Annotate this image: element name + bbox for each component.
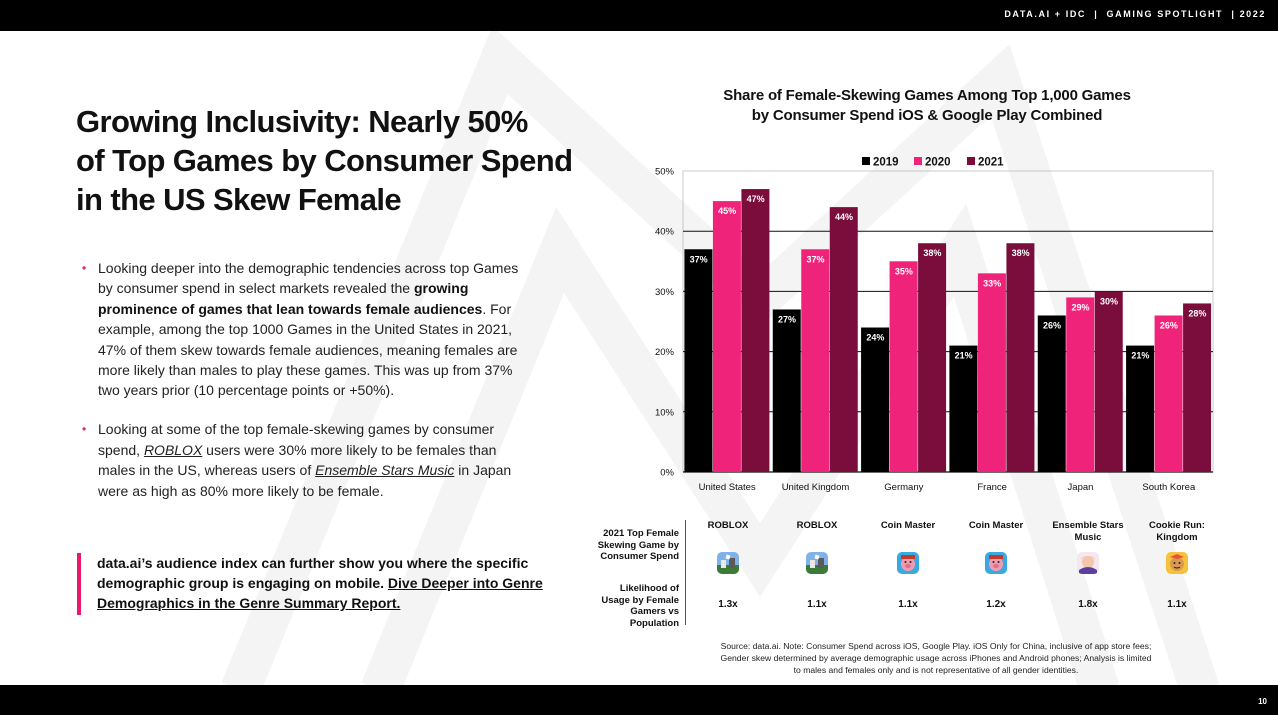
- data-label: 26%: [1160, 320, 1178, 330]
- game-name: ROBLOX: [796, 520, 838, 531]
- chart-title: Share of Female-Skewing Games Among Top …: [723, 87, 1131, 124]
- report-header: DATA.AI + IDC | GAMING SPOTLIGHT | 2022: [1004, 9, 1266, 19]
- bar-2019-france: [949, 345, 978, 472]
- data-label: 38%: [923, 248, 941, 258]
- x-tick-label: United Kingdom: [782, 482, 850, 493]
- bar-2019-united-kingdom: [772, 309, 801, 472]
- data-label: 29%: [1071, 302, 1089, 312]
- y-tick-label: 20%: [655, 347, 675, 358]
- legend-label-2021: 2021: [978, 157, 1004, 169]
- bar-2021-united-states: [741, 189, 770, 472]
- roblox-link[interactable]: ROBLOX: [143, 441, 203, 458]
- table-divider: [685, 520, 686, 625]
- data-label: 44%: [835, 212, 853, 222]
- data-label: 33%: [983, 278, 1001, 288]
- bar-2020-japan: [1066, 297, 1095, 472]
- data-label: 30%: [1100, 296, 1118, 306]
- bullet-item: • Looking deeper into the demographic te…: [82, 260, 519, 399]
- likelihood-ratio: 1.8x: [1078, 599, 1098, 610]
- likelihood-ratio: 1.1x: [898, 599, 918, 610]
- title-line-3: in the US Skew Female: [76, 182, 402, 217]
- data-label: 47%: [747, 194, 765, 204]
- top-game-row-label: 2021 Top Female Skewing Game by Consumer…: [597, 528, 679, 562]
- likelihood-ratio: 1.1x: [1167, 599, 1187, 610]
- bar-2020-germany: [889, 261, 918, 472]
- page-title: Growing Inclusivity: Nearly 50% of Top G…: [76, 102, 596, 219]
- ensemble-stars-link[interactable]: Ensemble Stars Music: [315, 462, 455, 479]
- title-line-2: of Top Games by Consumer Spend: [76, 143, 573, 178]
- cookie-run-icon: [1166, 552, 1188, 574]
- bar-2021-japan: [1094, 291, 1123, 472]
- likelihood-row-label: Likelihood of Usage by Female Gamers vs …: [601, 583, 679, 629]
- bottom-bar: 10: [0, 685, 1278, 715]
- data-label: 38%: [1012, 248, 1030, 258]
- likelihood-ratio: 1.1x: [807, 599, 827, 610]
- game-name: Coin Master: [968, 520, 1024, 531]
- bar-2021-france: [1006, 243, 1035, 472]
- x-tick-label: Japan: [1068, 482, 1094, 493]
- data-label: 21%: [955, 351, 973, 361]
- data-label: 21%: [1131, 351, 1149, 361]
- bullet-item: • Looking at some of the top female-skew…: [82, 421, 512, 499]
- y-tick-label: 10%: [655, 407, 675, 418]
- legend-swatch-2021: [967, 157, 975, 165]
- roblox-icon: [717, 552, 739, 574]
- data-label: 26%: [1043, 320, 1061, 330]
- bar-2020-united-kingdom: [801, 249, 830, 472]
- bar-2021-south-korea: [1183, 303, 1212, 472]
- y-tick-label: 0%: [660, 468, 674, 479]
- x-tick-label: United States: [699, 482, 756, 493]
- y-tick-label: 50%: [655, 167, 675, 178]
- bar-2021-germany: [918, 243, 947, 472]
- game-name: Coin Master: [880, 520, 936, 531]
- coin-master-icon: [985, 552, 1007, 574]
- bullet-list: • Looking deeper into the demographic te…: [82, 258, 532, 519]
- coin-master-icon: [897, 552, 919, 574]
- bar-2019-south-korea: [1126, 345, 1155, 472]
- roblox-icon: [806, 552, 828, 574]
- likelihood-ratio: 1.2x: [986, 599, 1006, 610]
- y-tick-label: 40%: [655, 227, 675, 238]
- ensemble-stars-icon: [1077, 552, 1099, 574]
- title-line-1: Growing Inclusivity: Nearly 50%: [76, 104, 528, 139]
- game-name: Cookie Run: Kingdom: [1149, 520, 1205, 543]
- data-label: 27%: [778, 314, 796, 324]
- data-label: 45%: [718, 206, 736, 216]
- data-label: 37%: [806, 254, 824, 264]
- x-tick-label: France: [977, 482, 1007, 493]
- bullet-dot-icon: •: [82, 261, 87, 275]
- game-name: Ensemble Stars Music: [1052, 520, 1124, 543]
- likelihood-ratio: 1.3x: [718, 599, 738, 610]
- data-label: 24%: [866, 333, 884, 343]
- bar-2020-france: [977, 273, 1006, 472]
- bar-2019-united-states: [684, 249, 713, 472]
- source-note: Source: data.ai. Note: Consumer Spend ac…: [720, 641, 1152, 676]
- data-label: 37%: [690, 254, 708, 264]
- page-number: 10: [1258, 697, 1267, 706]
- legend-label-2020: 2020: [925, 157, 951, 169]
- legend-label-2019: 2019: [873, 157, 899, 169]
- genre-demographics-link[interactable]: Dive Deeper into Genre Demographics: [97, 575, 543, 611]
- game-name: ROBLOX: [707, 520, 749, 531]
- legend-swatch-2019: [862, 157, 870, 165]
- bar-2020-south-korea: [1154, 315, 1183, 472]
- data-label: 28%: [1188, 308, 1206, 318]
- y-tick-label: 30%: [655, 287, 675, 298]
- x-tick-label: Germany: [884, 482, 923, 493]
- top-bar: DATA.AI + IDC | GAMING SPOTLIGHT | 2022: [0, 0, 1278, 31]
- data-label: 35%: [895, 266, 913, 276]
- bar-2019-germany: [861, 327, 890, 472]
- bar-2021-united-kingdom: [829, 207, 858, 472]
- bar-2020-united-states: [712, 201, 741, 472]
- x-tick-label: South Korea: [1142, 482, 1196, 493]
- audience-index-callout: data.ai’s audience index can further sho…: [77, 553, 557, 615]
- genre-summary-link[interactable]: in the Genre Summary Report.: [194, 595, 401, 611]
- legend-swatch-2020: [914, 157, 922, 165]
- bullet-dot-icon: •: [82, 422, 87, 437]
- bar-2019-japan: [1037, 315, 1066, 472]
